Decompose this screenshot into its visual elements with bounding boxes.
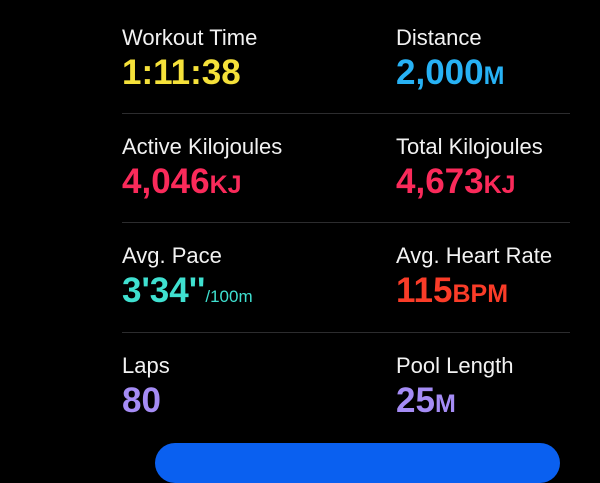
value-unit: BPM [452, 280, 509, 308]
metric-laps: Laps 80 [122, 353, 382, 421]
value-number: 4,046 [122, 162, 210, 201]
metric-value: 80 [122, 381, 382, 421]
metric-value: 1:11:38 [122, 53, 382, 93]
value-number: 80 [122, 381, 161, 420]
value-number: 1:11:38 [122, 53, 241, 92]
metric-label: Distance [396, 25, 482, 50]
metric-label: Active Kilojoules [122, 134, 283, 159]
metric-total-kilojoules: Total Kilojoules 4,673KJ [396, 134, 600, 205]
divider [122, 332, 570, 333]
metric-value: 3'34''/100m [122, 271, 382, 317]
metric-label: Avg. Heart Rate [396, 243, 553, 268]
value-number: 2,000 [396, 53, 484, 92]
value-unit: KJ [483, 171, 516, 199]
metric-value: 25M [396, 381, 600, 424]
metric-value: 4,673KJ [396, 162, 600, 205]
action-button[interactable] [155, 443, 560, 483]
metric-pool-length: Pool Length 25M [396, 353, 600, 424]
metric-active-kilojoules: Active Kilojoules 4,046KJ [122, 134, 382, 205]
metric-avg-pace: Avg. Pace 3'34''/100m [122, 243, 382, 317]
value-number: 4,673 [396, 162, 484, 201]
value-number: 3'34'' [122, 271, 206, 310]
metric-label: Total Kilojoules [396, 134, 543, 159]
metric-value: 4,046KJ [122, 162, 382, 205]
divider [122, 113, 570, 114]
metric-label: Avg. Pace [122, 243, 222, 268]
value-number: 115 [396, 271, 453, 310]
metric-workout-time: Workout Time 1:11:38 [122, 25, 382, 93]
metric-value: 115BPM [396, 271, 600, 314]
value-unit: M [434, 390, 456, 418]
metric-distance: Distance 2,000M [396, 25, 600, 96]
value-number: 25 [396, 381, 435, 420]
value-unit: M [483, 62, 505, 90]
metric-value: 2,000M [396, 53, 600, 96]
metric-label: Pool Length [396, 353, 514, 378]
value-unit: KJ [209, 171, 242, 199]
metric-label: Workout Time [122, 25, 258, 50]
value-unit: /100m [205, 287, 253, 306]
metric-avg-heart-rate: Avg. Heart Rate 115BPM [396, 243, 600, 314]
metric-label: Laps [122, 353, 170, 378]
divider [122, 222, 570, 223]
